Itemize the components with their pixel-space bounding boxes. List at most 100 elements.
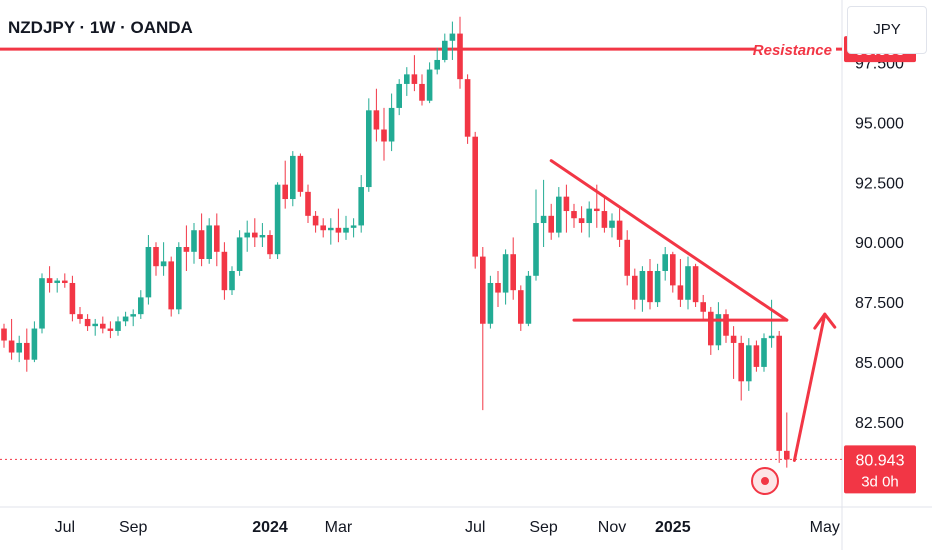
candle-body bbox=[708, 311, 714, 346]
candle-body bbox=[214, 225, 220, 252]
projection-arrow-line bbox=[792, 312, 827, 462]
candle-body bbox=[138, 297, 144, 315]
candle-body bbox=[1, 328, 7, 341]
candle-body bbox=[586, 208, 592, 224]
candle-body bbox=[776, 335, 782, 451]
candle-body bbox=[282, 184, 288, 200]
candle-body bbox=[723, 314, 729, 336]
countdown-label: 3d 0h bbox=[861, 473, 899, 490]
candle-body bbox=[290, 155, 296, 200]
candle-body bbox=[229, 270, 235, 291]
candle-body bbox=[518, 290, 524, 324]
projection-arrow-head bbox=[813, 312, 837, 330]
candle-body bbox=[122, 316, 129, 322]
candle-body bbox=[183, 247, 190, 252]
candle-body bbox=[39, 278, 45, 329]
candle-body bbox=[69, 282, 76, 315]
candle-body bbox=[556, 196, 562, 233]
candle-body bbox=[654, 270, 661, 303]
candle-body bbox=[616, 220, 623, 240]
candle-body bbox=[662, 254, 668, 271]
candle-body bbox=[115, 321, 121, 331]
candle-body bbox=[168, 261, 174, 310]
candle-body bbox=[77, 314, 83, 319]
candle-body bbox=[31, 328, 38, 360]
candle-body bbox=[244, 232, 250, 238]
candle-body bbox=[267, 235, 273, 255]
candle-body bbox=[578, 218, 585, 224]
candle-body bbox=[297, 155, 304, 192]
current-marker-dot[interactable] bbox=[761, 477, 769, 485]
candle-body bbox=[677, 285, 684, 300]
candle-body bbox=[685, 266, 691, 300]
candle-body bbox=[92, 323, 98, 327]
candle-body bbox=[396, 83, 402, 108]
candle-body bbox=[487, 282, 494, 324]
price-tick-label: 95.000 bbox=[855, 115, 904, 132]
currency-button[interactable]: JPY bbox=[847, 6, 927, 54]
candle-body bbox=[16, 342, 22, 353]
candle-body bbox=[160, 261, 167, 267]
candle-body bbox=[510, 254, 516, 291]
candle-body bbox=[221, 251, 228, 291]
candle-body bbox=[753, 345, 760, 367]
candle-body bbox=[153, 247, 159, 267]
candle-body bbox=[715, 314, 722, 346]
candle-body bbox=[252, 232, 258, 238]
candle-body bbox=[107, 328, 114, 331]
price-tick-label: 92.500 bbox=[855, 175, 904, 192]
candle-body bbox=[784, 450, 790, 460]
time-tick-label: Jul bbox=[465, 519, 485, 536]
candle-body bbox=[8, 340, 15, 353]
candle-body bbox=[366, 110, 372, 188]
candle-body bbox=[335, 227, 342, 233]
candle-body bbox=[464, 79, 471, 137]
candle-body bbox=[46, 278, 53, 283]
candle-body bbox=[594, 208, 600, 212]
candle-body bbox=[692, 266, 699, 303]
candle-body bbox=[24, 342, 30, 360]
time-tick-label: 2025 bbox=[655, 519, 691, 536]
price-tick-label: 87.500 bbox=[855, 295, 904, 312]
current-price-badge bbox=[844, 445, 916, 494]
candle-body bbox=[100, 323, 106, 329]
candle-body bbox=[381, 129, 387, 142]
candle-body bbox=[457, 33, 463, 80]
candle-body bbox=[449, 33, 456, 41]
candle-body bbox=[442, 40, 448, 60]
candle-body bbox=[647, 270, 653, 303]
candle-body bbox=[761, 338, 767, 367]
candle-body bbox=[502, 254, 509, 293]
candle-body bbox=[145, 247, 152, 298]
candle-body bbox=[632, 275, 638, 300]
candle-body bbox=[404, 74, 410, 84]
candle-body bbox=[533, 223, 539, 276]
candle-body bbox=[84, 318, 91, 327]
candle-body bbox=[206, 225, 212, 259]
symbol-title: NZDJPY · 1W · OANDA bbox=[8, 18, 193, 37]
candle-body bbox=[191, 230, 197, 252]
candle-body bbox=[411, 74, 418, 84]
candle-body bbox=[540, 215, 547, 224]
candle-body bbox=[176, 247, 182, 310]
candle-body bbox=[746, 345, 752, 382]
candle-body bbox=[350, 225, 357, 228]
candle-body bbox=[495, 282, 501, 293]
candle-body bbox=[480, 256, 486, 324]
time-tick-label: 2024 bbox=[252, 519, 288, 536]
candle-body bbox=[320, 225, 326, 231]
candle-body bbox=[328, 227, 334, 231]
descending-trendline bbox=[549, 159, 789, 322]
candle-body bbox=[563, 196, 570, 212]
current-price-label: 80.943 bbox=[856, 452, 905, 469]
resistance-label-bg bbox=[756, 39, 836, 60]
time-tick-label: Sep bbox=[119, 519, 148, 536]
candle-body bbox=[62, 280, 68, 283]
candle-body bbox=[130, 314, 136, 317]
candle-body bbox=[259, 235, 266, 238]
candle-body bbox=[639, 270, 646, 300]
candle-body bbox=[730, 335, 737, 343]
resistance-label: Resistance bbox=[753, 42, 832, 59]
candle-body bbox=[305, 191, 311, 216]
